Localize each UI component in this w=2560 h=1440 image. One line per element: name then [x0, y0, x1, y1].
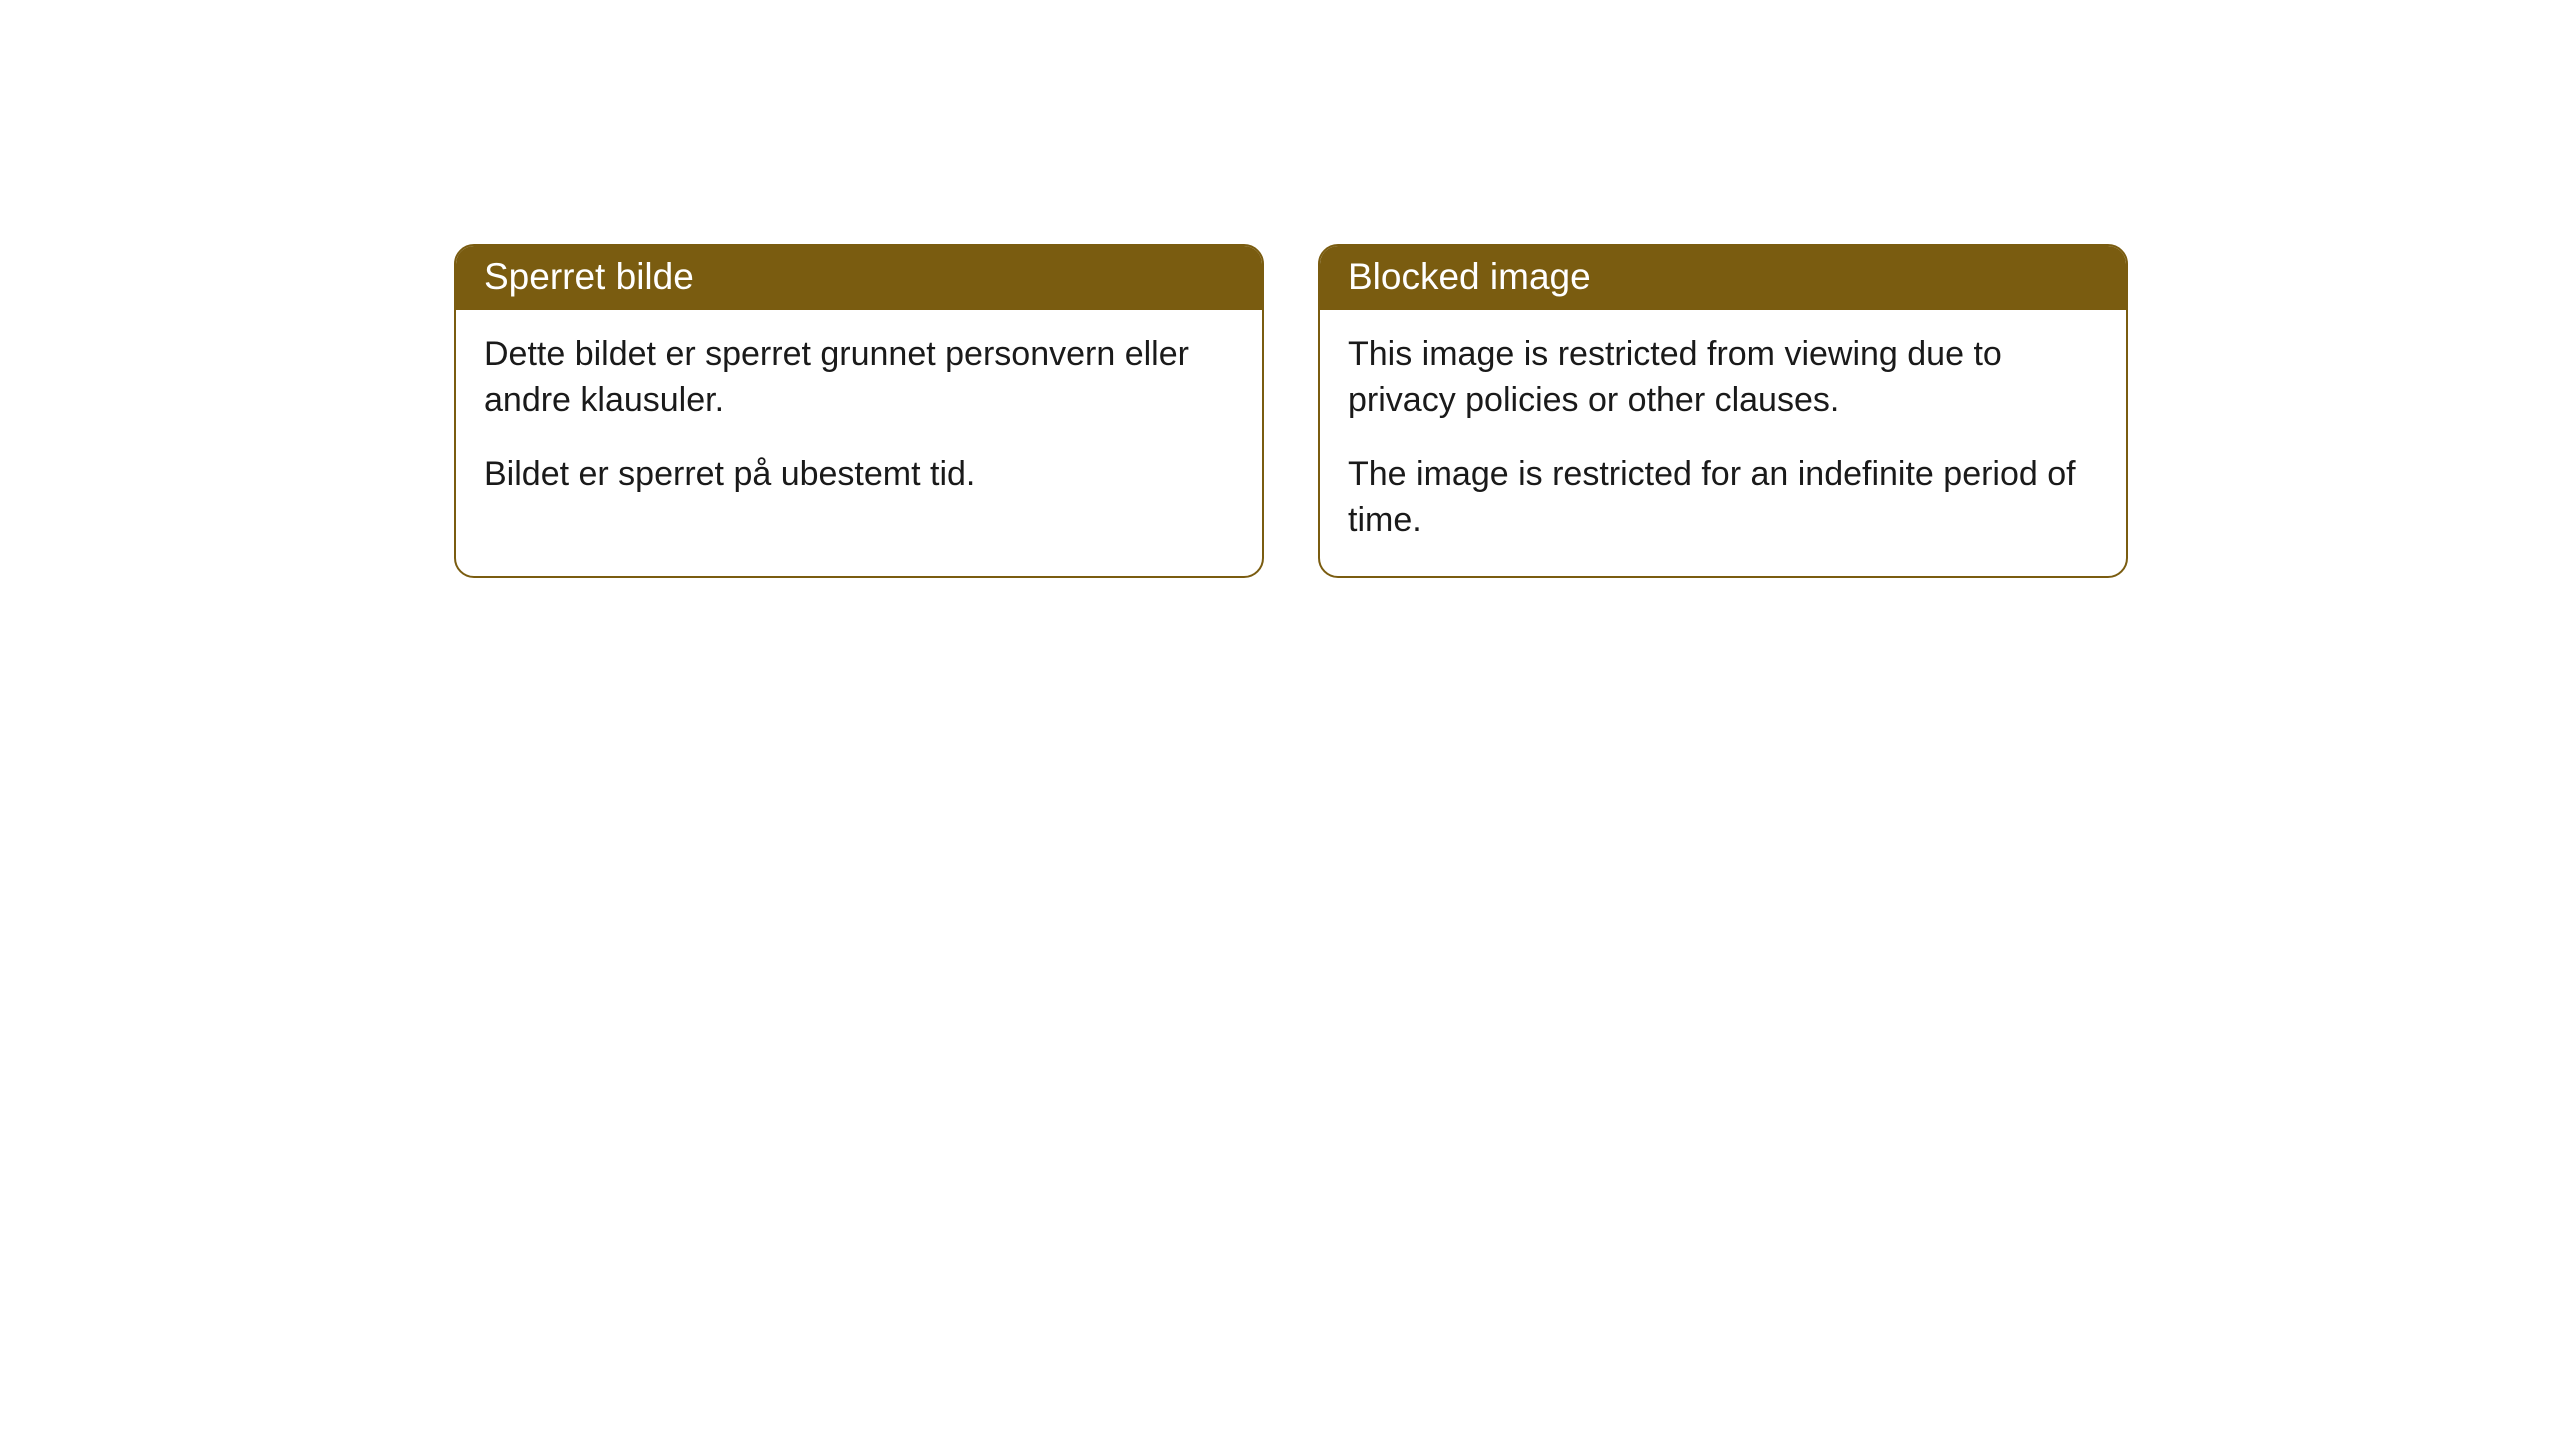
card-paragraph: Bildet er sperret på ubestemt tid.	[484, 452, 1234, 498]
card-body: This image is restricted from viewing du…	[1320, 310, 2126, 576]
card-header: Sperret bilde	[456, 246, 1262, 310]
card-paragraph: Dette bildet er sperret grunnet personve…	[484, 332, 1234, 424]
card-title: Blocked image	[1348, 256, 1591, 297]
card-header: Blocked image	[1320, 246, 2126, 310]
card-paragraph: The image is restricted for an indefinit…	[1348, 452, 2098, 544]
card-body: Dette bildet er sperret grunnet personve…	[456, 310, 1262, 530]
card-paragraph: This image is restricted from viewing du…	[1348, 332, 2098, 424]
card-title: Sperret bilde	[484, 256, 694, 297]
blocked-image-card-english: Blocked image This image is restricted f…	[1318, 244, 2128, 578]
notice-cards-row: Sperret bilde Dette bildet er sperret gr…	[454, 244, 2128, 578]
blocked-image-card-norwegian: Sperret bilde Dette bildet er sperret gr…	[454, 244, 1264, 578]
